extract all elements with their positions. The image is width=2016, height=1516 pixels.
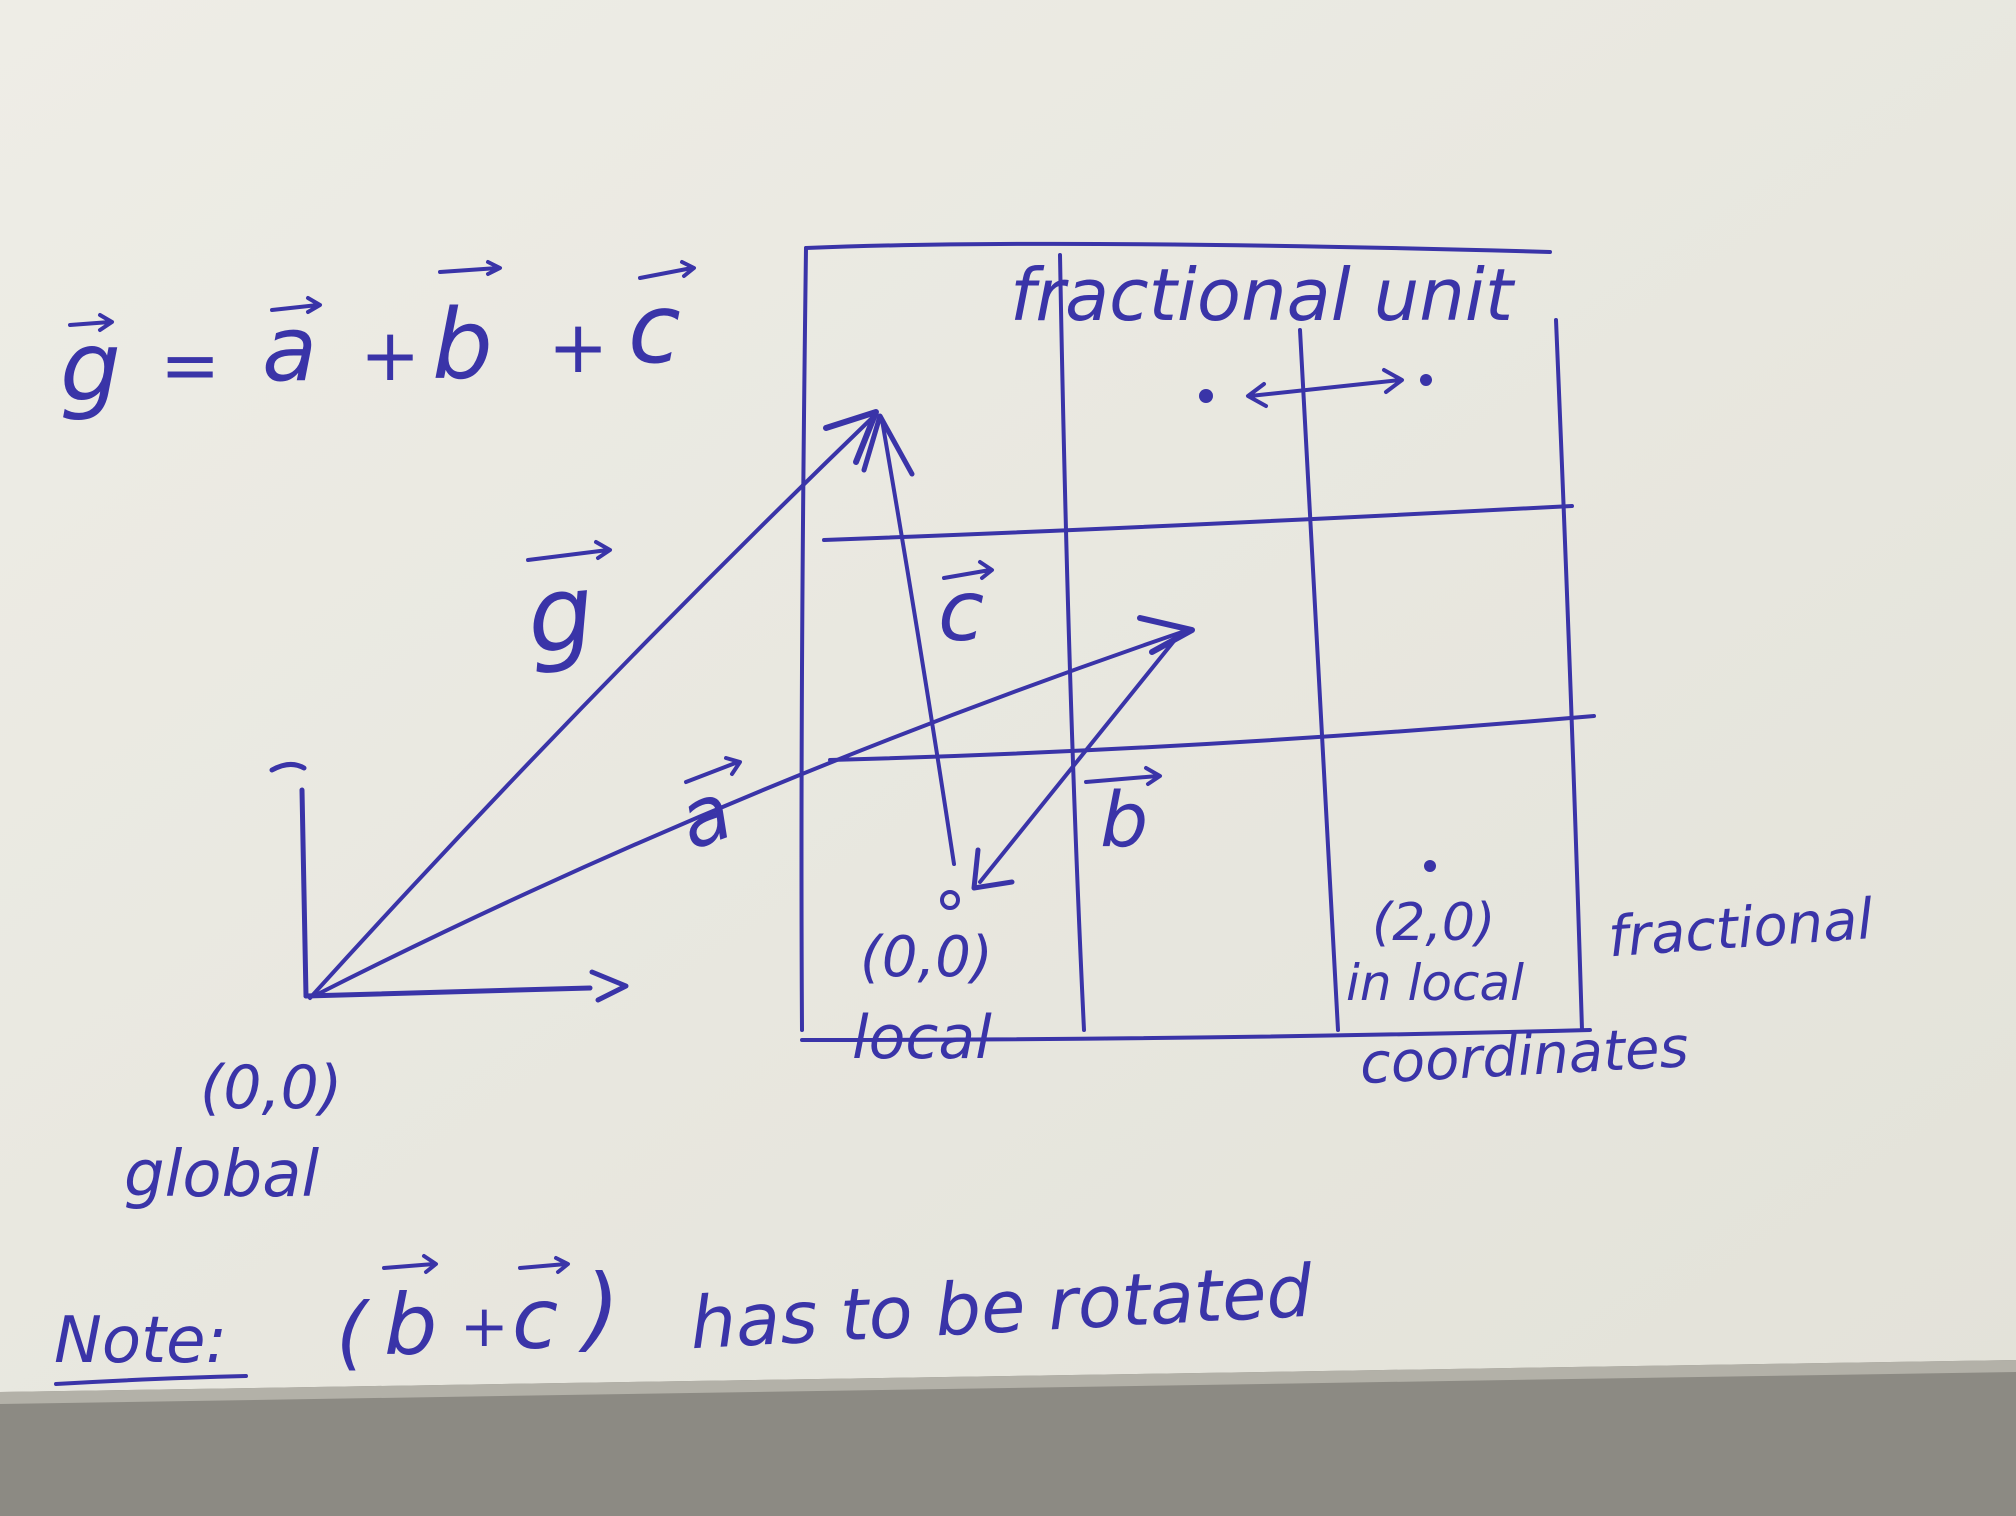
equation-plus-1: + (360, 313, 420, 397)
grid-bottom-line (800, 1028, 1592, 1042)
local-word-label: local (852, 1003, 992, 1073)
note-plus: + (460, 1292, 509, 1360)
vector-label-c: c (938, 562, 984, 660)
point-dot-left (1199, 389, 1213, 403)
equation (68, 260, 696, 332)
note-close-paren: ) (578, 1255, 620, 1362)
vector-c-arrowhead (861, 413, 915, 477)
point-2-0-label: (2,0) (1372, 893, 1495, 953)
local-origin-dot (940, 890, 960, 910)
equation-c: c (628, 273, 681, 385)
vectors (308, 409, 1195, 1000)
vector-label-b: b (1100, 775, 1148, 864)
vector-label-arrows (526, 540, 1162, 786)
double-headed-arrow-icon (1246, 368, 1404, 408)
over-arrow-icon (684, 756, 742, 784)
note-c: c (512, 1270, 558, 1368)
global-x-axis (303, 985, 593, 999)
vector-c-line (880, 418, 956, 866)
note-prefix: Note: (54, 1304, 227, 1378)
axis-arrow-icon (589, 969, 629, 1003)
point-dot-right (1420, 374, 1432, 386)
grid-vline-2 (1298, 328, 1340, 1032)
equation-a: a (262, 297, 317, 402)
points (940, 374, 1436, 910)
note-underline (54, 1374, 248, 1386)
equation-plus-2: + (548, 305, 608, 389)
local-origin-label: (0,0) (860, 925, 993, 990)
over-arrow-icon (270, 296, 322, 314)
grid-left-line (799, 246, 808, 1032)
over-arrow-icon (382, 1254, 438, 1274)
over-arrow-icon (518, 1256, 570, 1274)
vector-b-line (978, 634, 1180, 884)
grid-right-line (1554, 318, 1584, 1032)
equation-g: g (60, 311, 121, 423)
over-arrow-icon (942, 560, 994, 580)
over-arrow-icon (638, 260, 696, 280)
grid-hline-1 (822, 504, 1574, 542)
over-arrow-icon (1084, 766, 1162, 786)
vector-a-line (312, 628, 1190, 998)
in-local-label: in local (1346, 954, 1524, 1012)
vector-a-arrowhead (1137, 615, 1195, 655)
axis-arrow-icon (269, 762, 307, 773)
equation-b: b (432, 289, 493, 401)
note-b: b (384, 1276, 437, 1374)
grid-top-line (804, 241, 1552, 254)
equation-equals: = (160, 323, 220, 407)
paper-edge-shadow (0, 1360, 2016, 1404)
global-y-axis (299, 787, 309, 999)
global-word-label: global (124, 1138, 319, 1212)
vector-g-line (308, 416, 874, 1000)
grid-title: fractional unit (1010, 253, 1516, 337)
global-axes (269, 762, 629, 1003)
vector-b-arrowhead (971, 847, 1015, 891)
note-open-paren: ( (336, 1286, 371, 1379)
over-arrow-icon (526, 540, 612, 562)
vector-label-g: g (521, 550, 599, 678)
global-origin-label: (0,0) (200, 1053, 342, 1123)
point-2-0-dot (1424, 860, 1436, 872)
vector-g-arrowhead (823, 409, 879, 465)
over-arrow-icon (68, 313, 114, 332)
over-arrow-icon (438, 260, 502, 276)
